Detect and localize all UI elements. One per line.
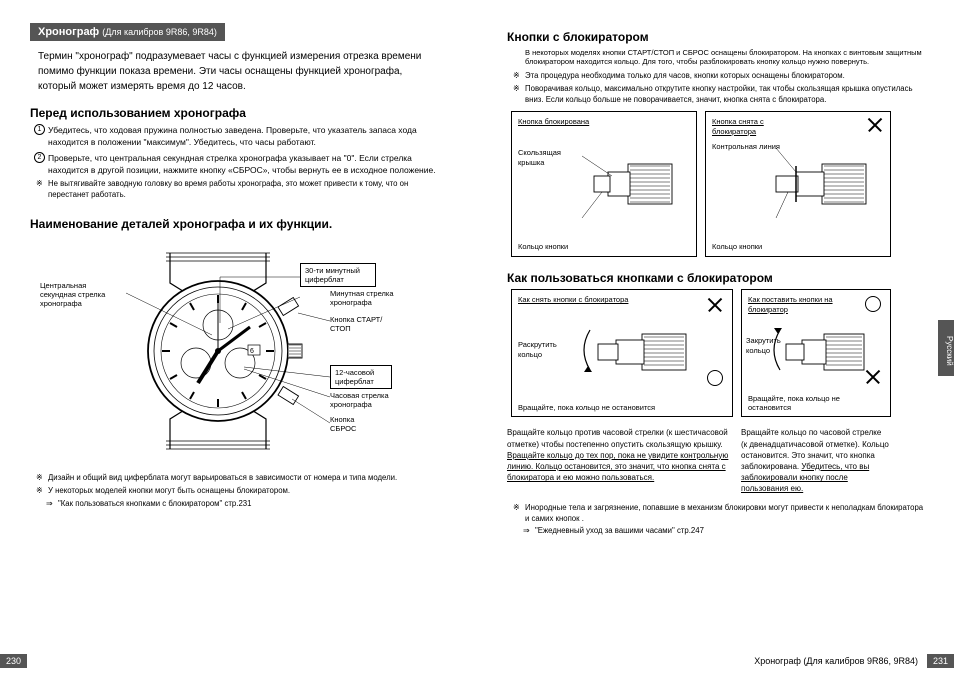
diag-unlocked-title: Кнопка снята с блокиратора xyxy=(712,117,802,136)
page-spread: Хронограф (Для калибров 9R86, 9R84) Терм… xyxy=(0,0,954,682)
use-diagrams: Как снять кнопки с блокиратора Раскрутит… xyxy=(507,289,924,421)
page-number-left: 230 xyxy=(0,654,27,668)
knob-unlocked-svg xyxy=(706,136,892,246)
before-item-2: 2Проверьте, что центральная секундная ст… xyxy=(48,152,447,177)
page-number-right: 231 xyxy=(927,654,954,668)
use-lock-turn: Закрутить кольцо xyxy=(746,336,778,355)
language-tab: Русский xyxy=(938,320,954,376)
diag-locked-ring: Кольцо кнопки xyxy=(518,242,568,251)
intro-text: Термин "хронограф" подразумевает часы с … xyxy=(38,49,439,94)
use-lock-svg xyxy=(742,312,892,402)
note-blocker: У некоторых моделей кнопки могут быть ос… xyxy=(48,486,447,497)
label-start: Кнопка СТАРТ/СТОП xyxy=(330,315,402,333)
buttons-intro: В некоторых моделях кнопки СТАРТ/СТОП и … xyxy=(525,48,924,67)
watch-diagram: 6 xyxy=(30,235,447,465)
circle-icon xyxy=(865,296,881,312)
diag-unlocked-line: Контрольная линия xyxy=(712,142,794,151)
note-design: Дизайн и общий вид циферблата могут варь… xyxy=(48,473,447,484)
diag-locked: Кнопка блокирована Скользящая крышка Кол… xyxy=(511,111,697,257)
label-30min: 30-ти минутный циферблат xyxy=(300,263,376,287)
diag-locked-slide: Скользящая крышка xyxy=(518,148,574,167)
buttons-note1: Эта процедура необходима только для часо… xyxy=(525,71,924,82)
before-note: Не вытягивайте заводную головку во время… xyxy=(48,179,447,201)
buttons-note2: Поворачивая кольцо, максимально открутит… xyxy=(525,84,924,106)
use-lock-title: Как поставить кнопки на блокиратор xyxy=(748,295,848,314)
header-title: Хронограф xyxy=(38,26,99,38)
use-unlock-title: Как снять кнопки с блокиратора xyxy=(518,295,726,304)
col2: Вращайте кольцо по часовой стрелке (к дв… xyxy=(741,427,889,494)
cross-icon xyxy=(866,116,884,134)
note-link: "Как пользоваться кнопками с блокираторо… xyxy=(58,499,447,510)
use-unlock-turn: Раскрутить кольцо xyxy=(518,340,566,359)
use-lock: Как поставить кнопки на блокиратор Закру… xyxy=(741,289,891,417)
buttons-heading: Кнопки с блокиратором xyxy=(507,30,924,44)
instruction-columns: Вращайте кольцо против часовой стрелки (… xyxy=(507,427,924,494)
use-unlock: Как снять кнопки с блокиратора Раскрутит… xyxy=(511,289,733,417)
footer-title: Хронограф (Для калибров 9R86, 9R84) xyxy=(754,656,918,666)
end-note: Инородные тела и загрязнение, попавшие в… xyxy=(525,503,924,525)
page-right: Кнопки с блокиратором В некоторых моделя… xyxy=(477,0,954,682)
diag-locked-title: Кнопка блокирована xyxy=(518,117,690,126)
use-unlock-bottom: Вращайте, пока кольцо не остановится xyxy=(518,403,658,412)
diag-unlocked: Кнопка снята с блокиратора Контрольная л… xyxy=(705,111,891,257)
lock-diagrams: Кнопка блокирована Скользящая крышка Кол… xyxy=(507,111,924,261)
label-central: Центральная секундная стрелка хронографа xyxy=(40,281,118,308)
diag-unlocked-ring: Кольцо кнопки xyxy=(712,242,762,251)
label-minute: Минутная стрелка хронографа xyxy=(330,289,408,307)
use-lock-bottom: Вращайте, пока кольцо не остановится xyxy=(748,394,868,413)
label-12h: 12-часовой циферблат xyxy=(330,365,392,389)
label-reset: Кнопка СБРОС xyxy=(330,415,382,433)
end-link: "Ежедневный уход за вашими часами" стр.2… xyxy=(535,526,924,537)
use-heading: Как пользоваться кнопками с блокиратором xyxy=(507,271,924,285)
before-heading: Перед использованием хронографа xyxy=(30,106,447,120)
header-bar: Хронограф (Для калибров 9R86, 9R84) xyxy=(30,23,225,41)
svg-text:6: 6 xyxy=(250,348,254,355)
label-hour: Часовая стрелка хронографа xyxy=(330,391,410,409)
col1: Вращайте кольцо против часовой стрелки (… xyxy=(507,427,731,494)
page-left: Хронограф (Для калибров 9R86, 9R84) Терм… xyxy=(0,0,477,682)
header-sub: (Для калибров 9R86, 9R84) xyxy=(102,27,217,37)
parts-heading: Наименование деталей хронографа и их фун… xyxy=(30,217,447,231)
before-item-1: 1Убедитесь, что ходовая пружина полность… xyxy=(48,124,447,149)
